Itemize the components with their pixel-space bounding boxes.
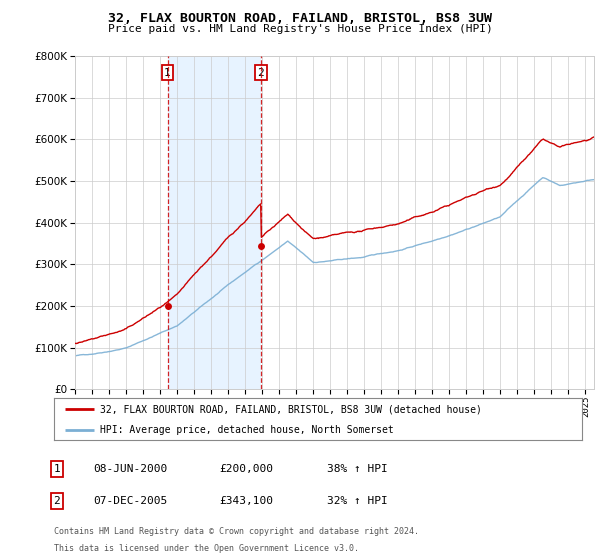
Text: 32, FLAX BOURTON ROAD, FAILAND, BRISTOL, BS8 3UW (detached house): 32, FLAX BOURTON ROAD, FAILAND, BRISTOL,… — [100, 404, 482, 414]
Text: 1: 1 — [164, 68, 171, 78]
Text: 08-JUN-2000: 08-JUN-2000 — [93, 464, 167, 474]
Text: 32% ↑ HPI: 32% ↑ HPI — [327, 496, 388, 506]
Text: 1: 1 — [53, 464, 61, 474]
Text: This data is licensed under the Open Government Licence v3.0.: This data is licensed under the Open Gov… — [54, 544, 359, 553]
Text: Contains HM Land Registry data © Crown copyright and database right 2024.: Contains HM Land Registry data © Crown c… — [54, 528, 419, 536]
Text: HPI: Average price, detached house, North Somerset: HPI: Average price, detached house, Nort… — [100, 426, 394, 435]
Text: £200,000: £200,000 — [219, 464, 273, 474]
Text: 2: 2 — [257, 68, 264, 78]
Text: £343,100: £343,100 — [219, 496, 273, 506]
Text: 2: 2 — [53, 496, 61, 506]
Text: Price paid vs. HM Land Registry's House Price Index (HPI): Price paid vs. HM Land Registry's House … — [107, 24, 493, 34]
Text: 32, FLAX BOURTON ROAD, FAILAND, BRISTOL, BS8 3UW: 32, FLAX BOURTON ROAD, FAILAND, BRISTOL,… — [108, 12, 492, 25]
Bar — [167, 56, 261, 389]
Text: 07-DEC-2005: 07-DEC-2005 — [93, 496, 167, 506]
Text: 38% ↑ HPI: 38% ↑ HPI — [327, 464, 388, 474]
